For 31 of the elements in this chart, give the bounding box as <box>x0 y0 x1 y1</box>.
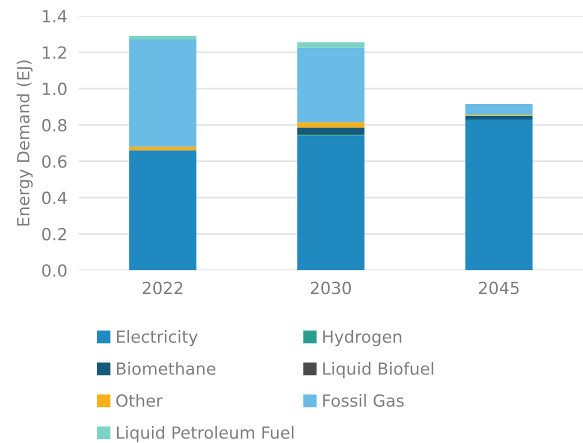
legend-label: Hydrogen <box>323 330 402 346</box>
y-tick-label: 0.0 <box>42 264 66 277</box>
legend-label: Liquid Biofuel <box>323 362 434 378</box>
bar <box>465 116 533 120</box>
x-tick-label: 2045 <box>478 282 519 294</box>
y-tick-label: 0.6 <box>42 155 67 168</box>
bar <box>129 146 196 150</box>
legend-label: Electricity <box>117 330 198 346</box>
bar <box>465 119 533 270</box>
bar <box>129 36 196 40</box>
y-tick-label: 1.2 <box>42 46 66 59</box>
y-tick-label: 1.4 <box>42 10 67 22</box>
y-axis-title: Energy Demand (EJ) <box>16 60 33 226</box>
x-tick-label: 2022 <box>142 282 182 294</box>
bar <box>297 128 364 135</box>
y-tick-label: 0.2 <box>42 228 66 240</box>
legend-label: Biomethane <box>117 362 216 375</box>
bar <box>297 122 364 128</box>
y-tick-label: 0.8 <box>42 118 66 132</box>
legend-label: Fossil Gas <box>323 394 404 407</box>
x-tick-label: 2030 <box>310 282 351 294</box>
bar <box>129 150 196 270</box>
y-tick-label: 0.4 <box>42 192 67 204</box>
bar <box>129 40 196 147</box>
legend-label: Other <box>116 394 163 407</box>
bar <box>297 48 364 122</box>
bar <box>297 42 364 48</box>
y-tick-label: 1.0 <box>42 82 66 96</box>
bar <box>297 136 364 270</box>
bar <box>465 104 533 115</box>
legend-label: Liquid Petroleum Fuel <box>117 426 294 442</box>
